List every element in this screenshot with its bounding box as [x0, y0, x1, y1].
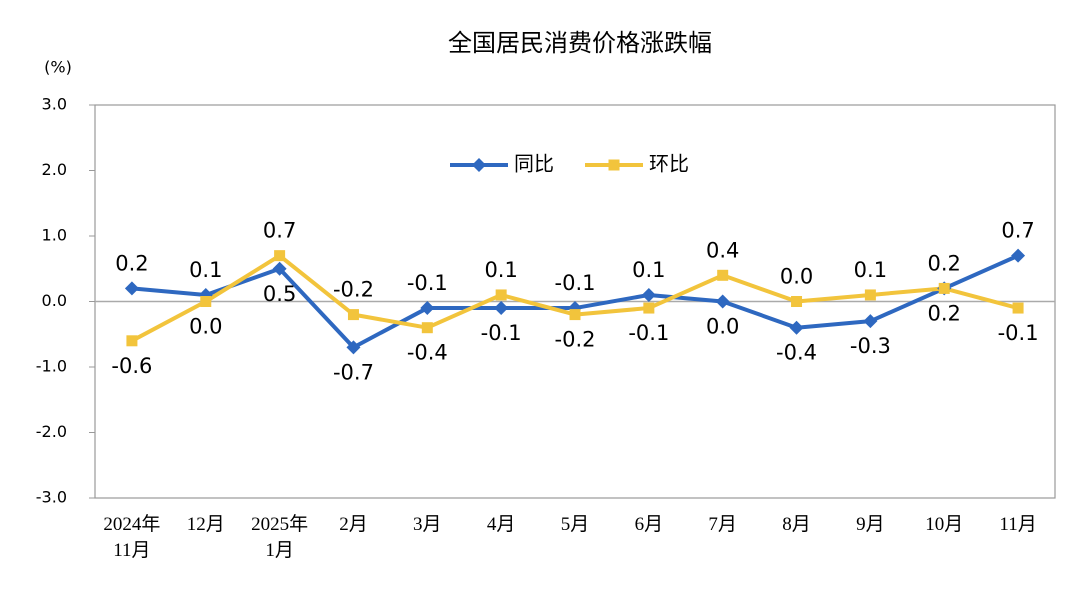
data-label: 0.2 — [928, 251, 961, 275]
x-tick-label: 6月 — [634, 514, 664, 535]
x-tick-label: 11月 — [999, 514, 1037, 535]
chart-title: 全国居民消费价格涨跌幅 — [448, 29, 712, 57]
data-label: -0.7 — [333, 360, 374, 384]
data-label: -0.2 — [555, 328, 596, 352]
x-tick-label: 3月 — [413, 514, 442, 535]
y-tick-label: -2.0 — [36, 422, 67, 441]
data-label: 0.7 — [1001, 219, 1034, 243]
legend-marker — [472, 158, 486, 172]
legend-label: 同比 — [514, 152, 554, 176]
marker — [938, 282, 950, 294]
data-label: 0.5 — [263, 282, 296, 306]
marker — [863, 314, 878, 329]
data-label: 0.1 — [632, 258, 665, 282]
y-axis-label: (%) — [44, 58, 72, 77]
data-label: -0.1 — [481, 321, 522, 345]
marker — [643, 302, 655, 314]
marker — [1011, 248, 1026, 263]
marker — [569, 309, 581, 321]
x-tick-label: 10月 — [925, 514, 964, 535]
y-tick-label: -3.0 — [36, 488, 67, 507]
legend-label: 环比 — [649, 152, 689, 176]
y-tick-label: 1.0 — [42, 226, 67, 245]
marker — [715, 294, 730, 309]
x-tick-label: 2月 — [339, 514, 368, 535]
x-tick-label: 2024年 11月 — [103, 514, 161, 561]
data-label: -0.2 — [333, 278, 374, 302]
y-tick-label: 3.0 — [42, 95, 67, 114]
marker — [495, 289, 507, 301]
marker — [347, 309, 359, 321]
data-label: -0.1 — [555, 271, 596, 295]
x-tick-label: 8月 — [782, 514, 811, 535]
marker — [864, 289, 876, 301]
data-label: 0.2 — [115, 251, 148, 275]
x-tick-label: 9月 — [856, 514, 885, 535]
data-label: -0.4 — [407, 341, 448, 365]
x-tick-label: 4月 — [486, 514, 516, 535]
marker — [421, 322, 433, 334]
y-tick-label: -1.0 — [36, 357, 67, 376]
legend-marker — [608, 159, 620, 171]
data-label: -0.1 — [628, 321, 669, 345]
marker — [200, 296, 212, 307]
marker — [791, 296, 803, 307]
data-label: 0.2 — [928, 301, 961, 325]
data-label: -0.6 — [111, 354, 152, 378]
marker — [124, 281, 139, 296]
data-label: 0.0 — [189, 315, 222, 339]
data-label: 0.1 — [189, 258, 222, 282]
marker — [272, 261, 287, 276]
data-label: 0.1 — [854, 258, 887, 282]
data-label: 0.1 — [484, 258, 517, 282]
x-tick-label: 5月 — [560, 514, 590, 535]
data-label: 0.7 — [263, 219, 296, 243]
data-label: 0.0 — [706, 315, 739, 339]
data-label: -0.4 — [776, 341, 817, 365]
marker — [420, 301, 435, 316]
data-label: -0.1 — [998, 321, 1039, 345]
x-tick-label: 7月 — [708, 514, 737, 535]
data-label: -0.3 — [850, 334, 891, 358]
y-tick-label: 0.0 — [42, 291, 67, 310]
data-label: 0.4 — [706, 238, 739, 262]
marker — [1012, 302, 1024, 314]
x-tick-label: 2025年 1月 — [251, 514, 309, 561]
marker — [641, 287, 656, 302]
x-tick-label: 12月 — [186, 514, 225, 535]
marker — [346, 340, 361, 355]
data-label: 0.0 — [780, 265, 813, 289]
marker — [494, 301, 509, 316]
marker — [274, 250, 286, 262]
marker — [126, 335, 138, 347]
marker — [789, 320, 804, 335]
y-tick-label: 2.0 — [42, 160, 67, 179]
marker — [717, 269, 729, 281]
data-label: -0.1 — [407, 271, 448, 295]
